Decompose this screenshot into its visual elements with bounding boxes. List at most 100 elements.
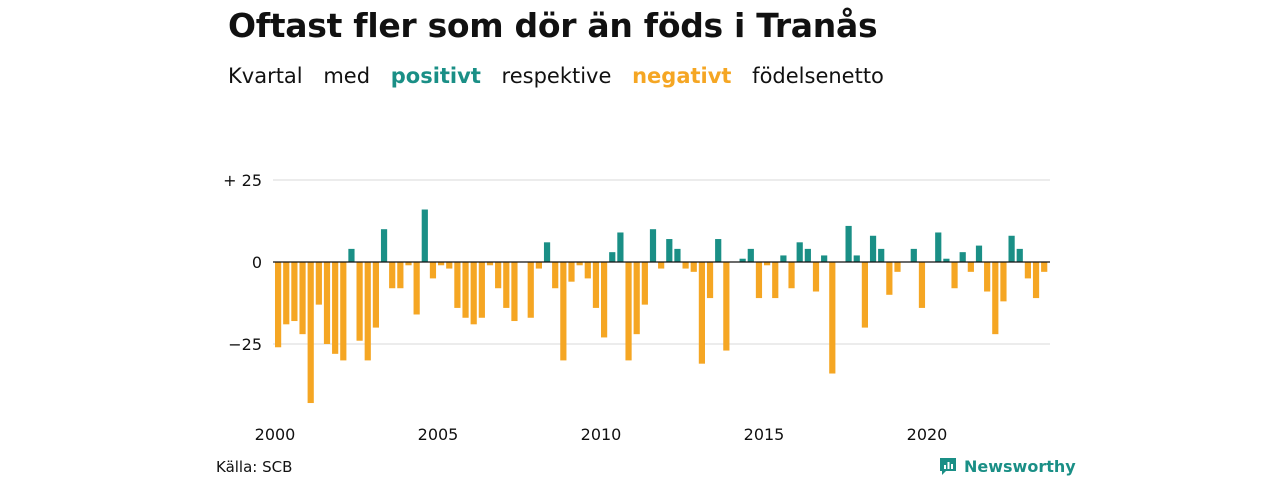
bar xyxy=(454,262,461,308)
bar xyxy=(845,225,852,262)
bar xyxy=(878,248,885,262)
bar xyxy=(478,262,485,318)
bar xyxy=(812,262,820,292)
bar xyxy=(804,248,811,262)
bar xyxy=(772,262,779,299)
subtitle-word: Kvartal xyxy=(228,64,303,88)
bar xyxy=(413,262,420,315)
bar xyxy=(323,262,331,344)
bar xyxy=(470,262,477,325)
bar xyxy=(649,229,657,262)
bar xyxy=(380,229,388,262)
bar xyxy=(364,262,371,361)
bar xyxy=(943,258,950,262)
bar xyxy=(429,262,437,279)
bar xyxy=(780,255,787,262)
subtitle-word: respektive xyxy=(501,64,612,88)
bar xyxy=(747,248,754,262)
bar xyxy=(462,262,469,318)
bar xyxy=(918,262,926,308)
bar xyxy=(307,262,314,404)
bar xyxy=(829,262,836,374)
newsworthy-icon xyxy=(940,458,956,475)
bar xyxy=(617,232,624,262)
bar xyxy=(658,262,665,269)
bar xyxy=(992,262,999,335)
subtitle-positive-word: positivt xyxy=(390,64,481,88)
bar xyxy=(405,262,412,266)
y-tick-label: 0 xyxy=(252,253,262,272)
y-tick-label: + 25 xyxy=(223,171,262,190)
bar xyxy=(894,262,901,272)
brand-name: Newsworthy xyxy=(964,456,1076,476)
subtitle-word: födelsenetto xyxy=(752,64,884,88)
bar xyxy=(552,262,559,289)
y-tick-label: −25 xyxy=(228,335,262,354)
subtitle-word: med xyxy=(323,64,371,88)
bar xyxy=(633,262,640,335)
bar xyxy=(340,262,347,361)
bar xyxy=(348,248,355,262)
bar xyxy=(739,258,746,262)
bar xyxy=(666,239,673,262)
chart-subtitle: Kvartal med positivt respektive negativt… xyxy=(228,64,898,88)
bar xyxy=(389,262,396,289)
bar xyxy=(511,262,518,322)
bar xyxy=(372,262,379,328)
bar xyxy=(495,262,502,289)
bar xyxy=(609,252,616,262)
bar xyxy=(576,262,583,266)
bar xyxy=(682,262,689,269)
bar xyxy=(584,262,591,279)
bar xyxy=(910,248,917,262)
bar xyxy=(869,235,877,262)
bar xyxy=(1041,262,1048,272)
bar xyxy=(723,262,730,351)
bar xyxy=(291,262,298,322)
bar xyxy=(1008,235,1015,262)
x-tick-label: 2000 xyxy=(255,425,296,444)
bar xyxy=(438,262,445,266)
bar xyxy=(446,262,453,269)
subtitle-negative-word: negativt xyxy=(632,64,732,88)
bar xyxy=(690,262,697,272)
source-note: Källa: SCB xyxy=(216,458,293,476)
bar xyxy=(886,262,893,295)
bar xyxy=(560,262,567,361)
bar xyxy=(315,262,322,305)
x-tick-label: 2010 xyxy=(581,425,622,444)
bar xyxy=(935,232,942,262)
bar xyxy=(641,262,648,305)
bar xyxy=(592,262,600,308)
bar xyxy=(796,242,803,262)
bar xyxy=(1000,262,1007,302)
bar xyxy=(332,262,339,354)
bar xyxy=(601,262,608,338)
bar xyxy=(764,262,771,266)
bar xyxy=(959,252,966,262)
bar xyxy=(275,262,282,348)
bar xyxy=(625,262,632,361)
chart-title: Oftast fler som dör än föds i Tranås xyxy=(228,6,878,45)
bar xyxy=(674,248,681,262)
x-tick-label: 2005 xyxy=(418,425,459,444)
bar xyxy=(486,262,494,266)
bar xyxy=(299,262,306,335)
bar xyxy=(421,209,428,262)
bar xyxy=(568,262,575,282)
brand-logo: Newsworthy xyxy=(938,456,1076,476)
x-tick-label: 2015 xyxy=(744,425,785,444)
bar xyxy=(356,262,363,341)
bar xyxy=(706,262,714,299)
bar xyxy=(984,262,991,292)
bar xyxy=(967,262,974,272)
bar xyxy=(283,262,290,325)
x-tick-label: 2020 xyxy=(907,425,948,444)
bar xyxy=(1024,262,1031,279)
bar xyxy=(951,262,958,289)
bar xyxy=(853,255,860,262)
bar xyxy=(1032,262,1040,299)
bar xyxy=(527,262,534,318)
bar xyxy=(1016,248,1023,262)
